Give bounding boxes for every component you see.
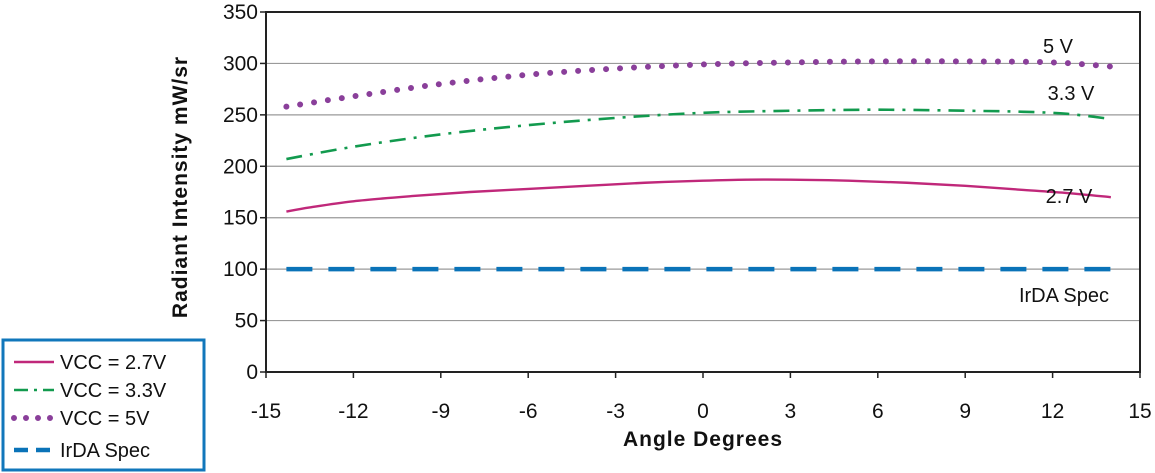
x-tick-label: 3 bbox=[785, 400, 797, 423]
x-tick-label: -12 bbox=[338, 400, 368, 423]
plot-frame bbox=[265, 11, 1141, 373]
series-label-5v: 5 V bbox=[1043, 36, 1074, 58]
series-line-vcc-2-7v bbox=[286, 178, 1111, 213]
y-tick-label: 300 bbox=[223, 52, 258, 75]
y-tick-label: 150 bbox=[223, 207, 258, 230]
series-label-3-3v: 3.3 V bbox=[1048, 83, 1095, 105]
y-axis-title: Radiant Intensity mW/sr bbox=[169, 56, 192, 318]
legend-label-vcc-3-3v: VCC = 3.3V bbox=[60, 380, 167, 402]
x-tick-labels: -15 -12 -9 -6 -3 0 3 6 9 12 15 bbox=[251, 400, 1152, 423]
x-tick-label: -6 bbox=[519, 400, 538, 423]
y-tick-label: 350 bbox=[223, 1, 258, 24]
series-lines bbox=[283, 58, 1120, 272]
legend-label-vcc-5v: VCC = 5V bbox=[60, 408, 150, 430]
y-tick-label: 0 bbox=[246, 361, 258, 384]
x-axis-title: Angle Degrees bbox=[623, 428, 783, 451]
x-tick-label: -3 bbox=[606, 400, 625, 423]
x-tick-label: 15 bbox=[1128, 400, 1151, 423]
series-label-2-7v: 2.7 V bbox=[1046, 186, 1093, 208]
x-tick-label: 9 bbox=[959, 400, 971, 423]
series-line-vcc-3-3v bbox=[286, 108, 1112, 161]
legend-label-irda-spec: IrDA Spec bbox=[60, 440, 150, 462]
y-tick-label: 50 bbox=[235, 310, 258, 333]
y-tick-label: 200 bbox=[223, 155, 258, 178]
x-tick-label: 0 bbox=[697, 400, 709, 423]
x-tick-label: -15 bbox=[251, 400, 281, 423]
grid bbox=[260, 11, 1141, 378]
legend-label-vcc-2-7v: VCC = 2.7V bbox=[60, 352, 167, 374]
x-tick-label: 6 bbox=[872, 400, 884, 423]
x-tick-label: -9 bbox=[431, 400, 450, 423]
series-label-irda: IrDA Spec bbox=[1019, 285, 1109, 307]
y-tick-label: 100 bbox=[223, 258, 258, 281]
x-tick-label: 12 bbox=[1041, 400, 1064, 423]
series-line-vcc-5v bbox=[283, 58, 1114, 110]
y-tick-labels: 0 50 100 150 200 250 300 350 bbox=[223, 1, 258, 384]
y-tick-label: 250 bbox=[223, 104, 258, 127]
legend: VCC = 2.7V VCC = 3.3V VCC = 5V IrDA Spec bbox=[1, 338, 206, 472]
